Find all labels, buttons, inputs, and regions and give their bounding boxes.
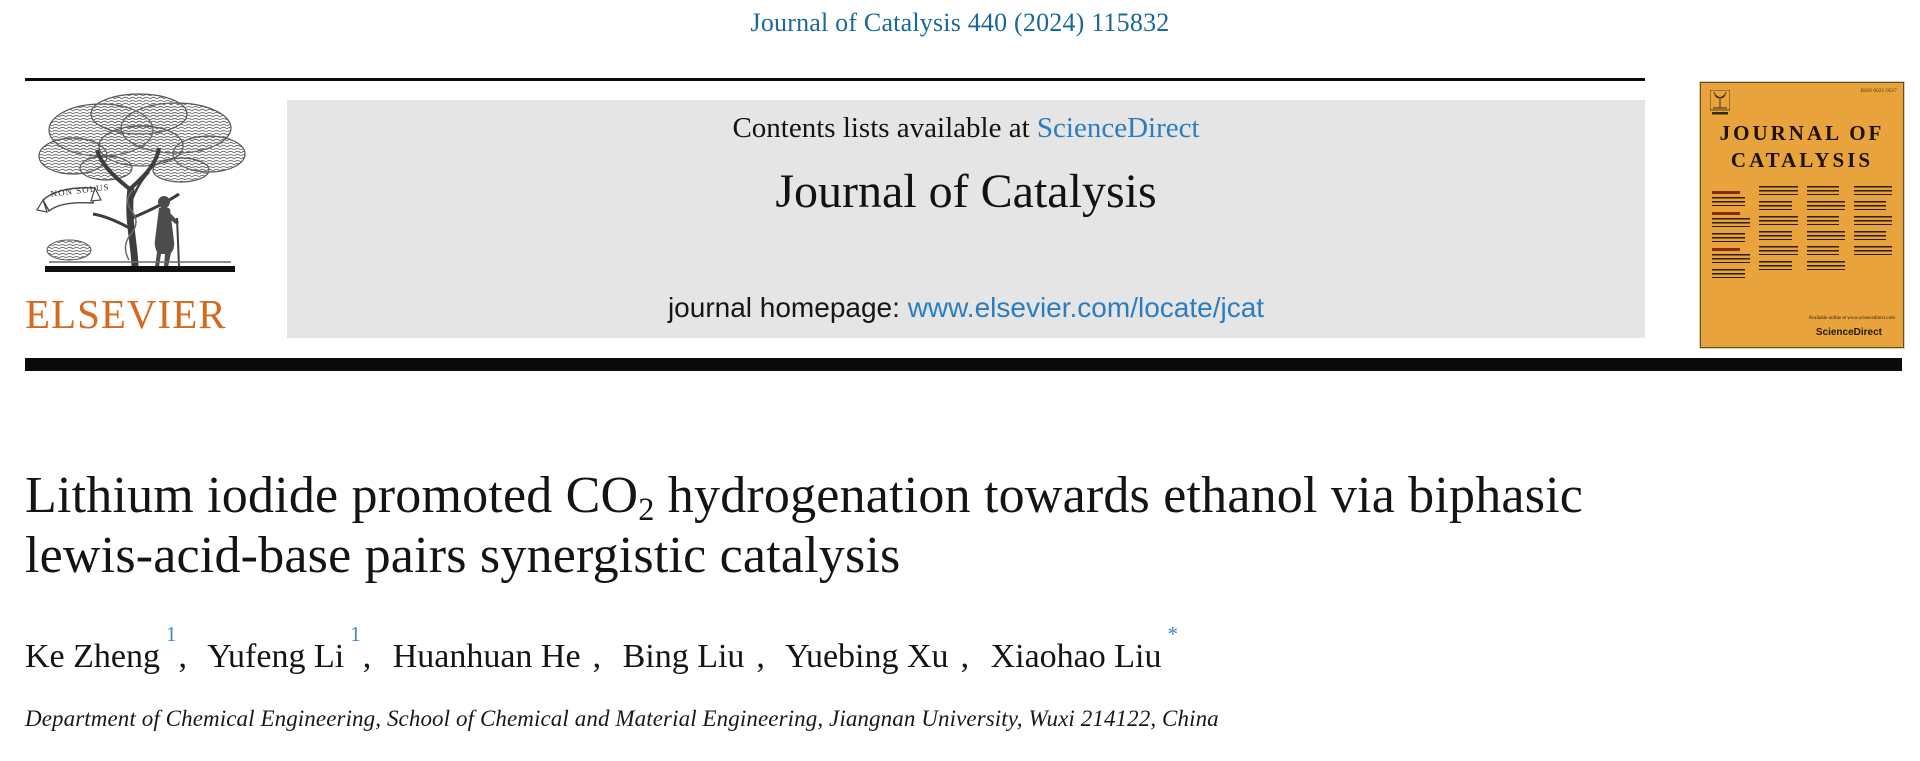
author-name: Yuebing Xu [785, 638, 949, 676]
citation-header: Journal of Catalysis 440 (2024) 115832 [750, 8, 1170, 37]
author-list: Ke Zheng1, Yufeng Li1, Huanhuan He, Bing… [25, 622, 1825, 676]
cover-editorial-column [1853, 186, 1892, 304]
journal-cover-thumbnail[interactable]: ISSN 0021-9517 JOURNAL OF CATALYSIS Avai… [1700, 82, 1904, 348]
cover-title-line1: JOURNAL OF [1719, 121, 1885, 145]
author: Yufeng Li1 [207, 622, 362, 676]
homepage-label: journal homepage: [667, 292, 908, 323]
homepage-line: journal homepage: www.elsevier.com/locat… [287, 292, 1645, 324]
cover-sciencedirect-logo: ScienceDirect [1815, 327, 1882, 338]
elsevier-wordmark: ELSEVIER [25, 291, 227, 337]
cover-journal-title: JOURNAL OF CATALYSIS [1700, 120, 1904, 174]
article-title-text: lewis-acid-base pairs synergistic cataly… [25, 527, 901, 584]
journal-banner: Contents lists available at ScienceDirec… [287, 100, 1645, 338]
author-separator: , [362, 638, 372, 676]
journal-title: Journal of Catalysis [775, 165, 1157, 218]
corresponding-author-asterisk[interactable]: * [1167, 622, 1178, 646]
cover-editorial-column [1712, 186, 1751, 304]
cover-editorial-columns [1712, 186, 1892, 304]
author-name: Xiaohao Liu [990, 638, 1162, 676]
affiliation: Department of Chemical Engineering, Scho… [25, 706, 1219, 731]
article-title-text: hydrogenation towards ethanol via biphas… [654, 467, 1584, 524]
elsevier-logo[interactable]: NON SOLUS ELSEVIER [25, 90, 265, 338]
author: Bing Liu [623, 638, 757, 675]
header-top-rule [25, 78, 1645, 81]
co2-subscript: 2 [638, 491, 655, 528]
elsevier-tree-icon: NON SOLUS [36, 93, 246, 272]
author: Ke Zheng1 [25, 622, 179, 676]
cover-title-line2: CATALYSIS [1730, 148, 1874, 172]
author: Huanhuan He [393, 638, 593, 675]
journal-homepage-link[interactable]: www.elsevier.com/locate/jcat [907, 292, 1265, 323]
author-name: Yufeng Li [207, 638, 345, 676]
cover-editorial-column [1806, 186, 1845, 304]
cover-editorial-column [1759, 186, 1798, 304]
author: Yuebing Xu [785, 638, 960, 675]
sciencedirect-link[interactable]: ScienceDirect [1036, 112, 1200, 144]
author-name: Bing Liu [622, 638, 745, 676]
cover-elsevier-mark-icon [1710, 90, 1730, 115]
author-name: Huanhuan He [392, 638, 581, 676]
cover-issn: ISSN 0021-9517 [1860, 89, 1897, 94]
cover-available-online: Available online at www.sciencedirect.co… [1808, 316, 1895, 321]
article-title: Lithium iodide promoted CO2 hydrogenatio… [25, 466, 1825, 586]
contents-line: Contents lists available at ScienceDirec… [287, 112, 1645, 145]
author-separator: , [178, 638, 188, 676]
author: Xiaohao Liu* [990, 622, 1180, 676]
author-name: Ke Zheng [25, 638, 161, 676]
contents-line-text: Contents lists available at [732, 112, 1037, 144]
author-separator: , [756, 638, 765, 676]
header-divider-bar [25, 358, 1902, 371]
author-affiliation-superscript[interactable]: 1 [350, 622, 361, 646]
author-separator: , [592, 638, 602, 676]
author-affiliation-superscript[interactable]: 1 [166, 622, 177, 646]
article-title-text: Lithium iodide promoted CO [25, 467, 639, 524]
author-separator: , [960, 638, 970, 676]
